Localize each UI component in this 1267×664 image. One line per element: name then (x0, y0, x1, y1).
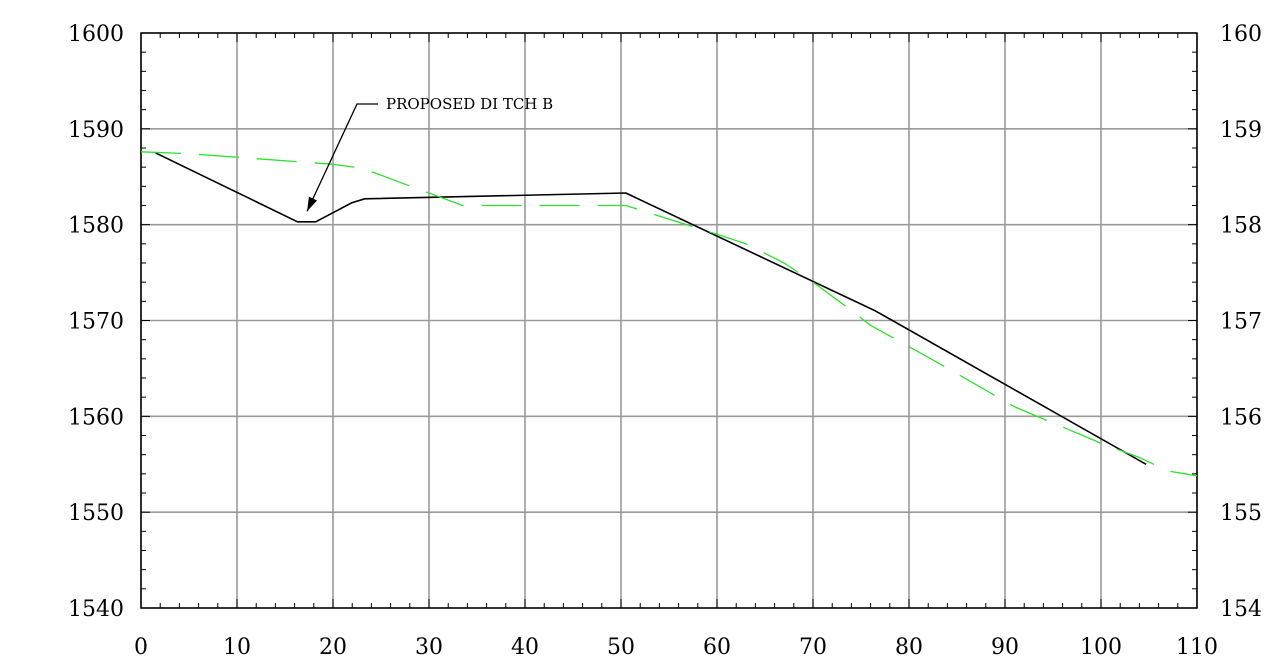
y-tick-label-left: 1550 (68, 501, 124, 526)
annotation-arrowhead (307, 196, 318, 212)
x-tick-label: 90 (991, 635, 1019, 660)
x-tick-label: 70 (799, 635, 827, 660)
y-tick-label-left: 1580 (68, 214, 124, 239)
x-tick-label: 40 (511, 635, 539, 660)
annotation-proposed-ditch-b: PROPOSED DI TCH B (386, 95, 553, 113)
minor-ticks (140, 32, 1198, 609)
x-tick-label: 60 (703, 635, 731, 660)
y-tick-label-left: 1570 (68, 310, 124, 335)
y-tick-label-right: 159 (1220, 118, 1262, 143)
y-tick-label-left: 1540 (68, 597, 124, 622)
y-tick-label-right: 158 (1220, 214, 1262, 239)
y-tick-label-left: 1590 (68, 118, 124, 143)
x-tick-label: 10 (223, 635, 251, 660)
y-tick-label-left: 1560 (68, 405, 124, 430)
x-tick-label: 100 (1080, 635, 1122, 660)
y-tick-label-right: 156 (1220, 405, 1262, 430)
series-line-1 (155, 152, 1147, 465)
series-line-2 (140, 151, 1198, 477)
annotation-layer: PROPOSED DI TCH B (306, 95, 553, 212)
y-tick-label-right: 154 (1220, 597, 1262, 622)
x-tick-label: 0 (134, 635, 148, 660)
y-tick-label-right: 155 (1220, 501, 1262, 526)
x-tick-label: 30 (415, 635, 443, 660)
series-layer (140, 151, 1198, 477)
plot-frame (140, 32, 1198, 609)
x-tick-label: 110 (1176, 635, 1218, 660)
x-tick-label: 50 (607, 635, 635, 660)
y-tick-label-right: 160 (1220, 22, 1262, 47)
x-tick-label: 80 (895, 635, 923, 660)
grid (140, 32, 1198, 609)
y-tick-label-left: 1600 (68, 22, 124, 47)
y-tick-label-right: 157 (1220, 310, 1262, 335)
x-tick-label: 20 (319, 635, 347, 660)
tick-labels: 0 10 20 30 40 50 60 70 80 90 100 110 1540 154 1550 155 1… (68, 22, 1262, 660)
annotation-leader (306, 103, 378, 212)
